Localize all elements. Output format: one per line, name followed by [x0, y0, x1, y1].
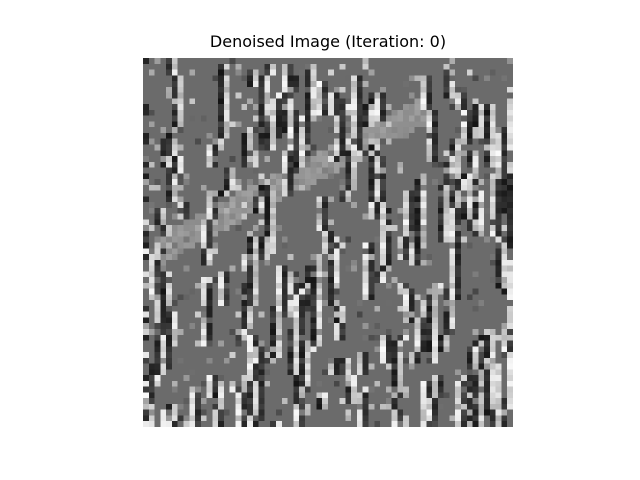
image-axes	[143, 58, 513, 427]
denoised-image	[143, 58, 513, 427]
figure-title: Denoised Image (Iteration: 0)	[209, 32, 447, 51]
